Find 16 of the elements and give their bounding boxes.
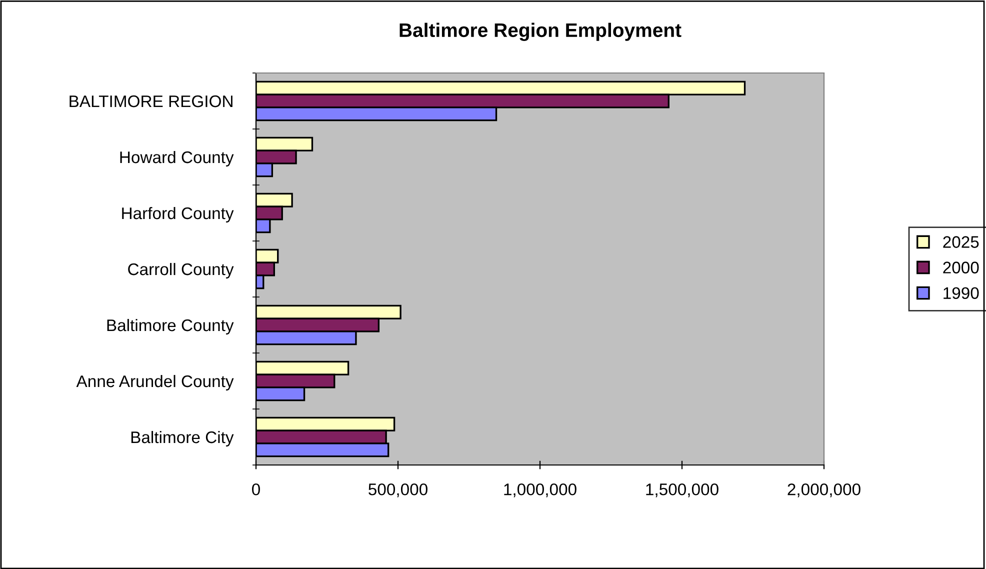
y-tick-label: Anne Arundel County <box>76 374 234 390</box>
legend-label: 2025 <box>943 236 979 248</box>
x-tick-label: 500,000 <box>368 483 428 498</box>
legend-label: 2000 <box>943 262 979 274</box>
y-tick-label: BALTIMORE REGION <box>70 95 232 108</box>
y-tick-label: Howard County <box>120 150 234 166</box>
legend-label: 1990 <box>944 287 979 300</box>
x-tick-label: 2,000,000 <box>788 483 860 498</box>
chart-title: Baltimore Region Employment <box>400 22 682 42</box>
y-tick-label: Baltimore City <box>131 430 234 446</box>
y-tick-label: Carroll County <box>128 262 234 278</box>
x-tick-label: 1,500,000 <box>646 483 718 498</box>
y-tick-label: Harford County <box>122 206 234 222</box>
x-tick-label: 0 <box>252 483 260 496</box>
y-tick-label: Baltimore County <box>107 318 234 334</box>
x-tick-label: 1,000,000 <box>504 483 576 498</box>
